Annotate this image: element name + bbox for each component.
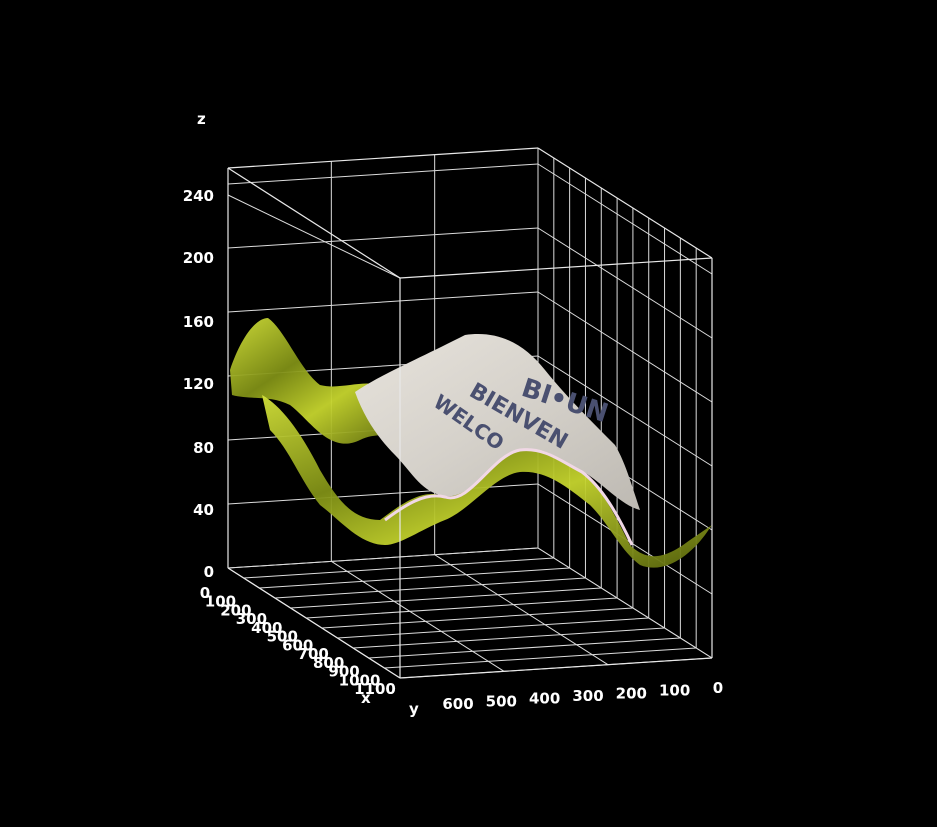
y-tick-label: 400: [529, 690, 560, 708]
right-wall-gridline: [537, 355, 713, 467]
right-wall-gridline: [537, 227, 713, 339]
x-tick-label: 600: [282, 636, 313, 654]
z-tick-label: 240: [183, 187, 214, 205]
x-tick-label: 0: [200, 584, 210, 602]
x-tick-label: 1100: [354, 680, 396, 698]
floor-gridline: [331, 560, 505, 672]
floor-gridline: [321, 607, 633, 629]
y-tick-label: 100: [659, 682, 690, 700]
surface-mesh: BI•UN BIENVEN WELCO: [230, 318, 712, 568]
bounding-box: [227, 147, 713, 679]
z-tick-label: 40: [193, 501, 214, 519]
box-edge-top-front-right: [399, 257, 713, 279]
left-wall-gridline: [227, 291, 539, 313]
y-tick-label: 600: [442, 695, 473, 713]
floor-gridline: [227, 547, 539, 569]
floor-gridline: [259, 567, 570, 589]
z-axis-ticks: 0 40 80 120 160 200 240: [183, 187, 214, 581]
x-tick-label: 1000: [339, 671, 381, 689]
left-wall-gridline: [227, 483, 539, 505]
x-tick-label: 500: [267, 628, 298, 646]
surface-green-front: [262, 395, 712, 568]
floor-gridline: [434, 554, 609, 666]
x-tick-label: 300: [236, 610, 267, 628]
right-wall-gridline: [537, 163, 713, 275]
left-wall-diagonal: [227, 194, 401, 279]
y-axis-label: y: [409, 700, 419, 718]
floor-gridline: [384, 647, 697, 669]
x-tick-label: 800: [313, 654, 344, 672]
z-tick-label: 160: [183, 313, 214, 331]
right-wall-gridline: [537, 291, 713, 403]
x-tick-label: 100: [205, 593, 236, 611]
y-tick-label: 200: [616, 684, 647, 702]
surface-edge-stripe: [384, 448, 634, 546]
floor-gridline: [537, 547, 713, 659]
z-tick-label: 0: [204, 563, 214, 581]
surface-cloth: [355, 334, 640, 510]
floor-gridline: [274, 577, 586, 599]
box-edge-top-front-left: [227, 167, 401, 279]
x-tick-label: 700: [298, 645, 329, 663]
left-wall-gridline: [227, 163, 539, 185]
floor-gridline: [353, 627, 665, 649]
box-edge-top-back-right: [537, 147, 713, 259]
floor-gridline: [368, 637, 681, 659]
box-edge-top-back-left: [227, 147, 539, 169]
z-tick-label: 120: [183, 375, 214, 393]
y-tick-label: 0: [713, 679, 723, 697]
floor-gridline: [243, 557, 554, 579]
box-edge-bottom-left: [227, 567, 401, 679]
box-edge-bottom-right: [399, 657, 713, 679]
z-tick-label: 80: [193, 439, 214, 457]
z-axis-label: z: [197, 110, 206, 128]
y-tick-label: 300: [572, 687, 603, 705]
left-wall-gridline: [227, 227, 539, 249]
x-tick-label: 400: [251, 619, 282, 637]
x-axis-label: x: [361, 689, 371, 707]
y-tick-label: 500: [486, 692, 517, 710]
floor-gridline: [306, 597, 618, 619]
x-tick-label: 200: [220, 601, 251, 619]
floor-gridline: [290, 587, 602, 609]
z-tick-label: 200: [183, 249, 214, 267]
y-axis-ticks: 600 500 400 300 200 100 0: [442, 679, 723, 713]
x-tick-label: 900: [328, 663, 359, 681]
floor-gridline: [337, 617, 649, 639]
